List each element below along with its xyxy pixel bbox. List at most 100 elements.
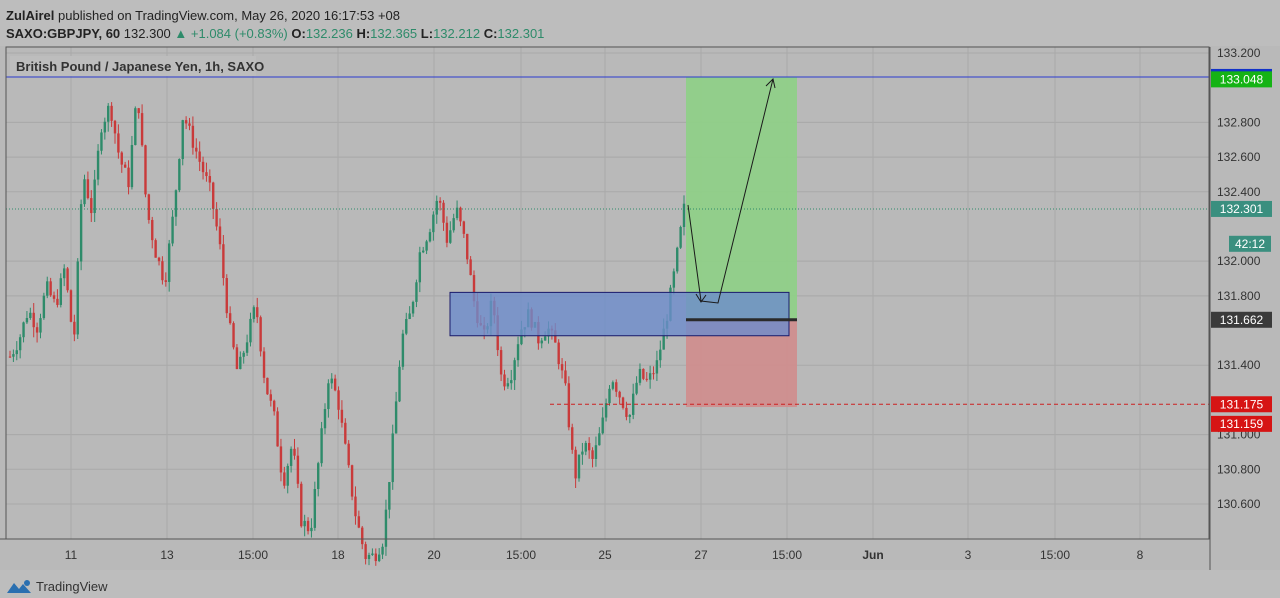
chart-title: British Pound / Japanese Yen, 1h, SAXO xyxy=(16,59,264,74)
candle-body xyxy=(252,307,256,319)
candle-body xyxy=(117,133,120,153)
candle-body xyxy=(394,401,398,434)
candle-body xyxy=(405,318,408,334)
candle-body xyxy=(222,244,225,279)
candle-body xyxy=(567,383,571,428)
price-label: 131.175 xyxy=(1220,397,1264,411)
candle-body xyxy=(198,151,201,162)
candle-body xyxy=(621,397,625,408)
candle-body xyxy=(69,290,73,322)
zone-box xyxy=(449,291,790,337)
candle-body xyxy=(564,370,567,384)
candle-body xyxy=(181,120,184,160)
candle-body xyxy=(123,164,127,168)
candle-body xyxy=(154,240,157,258)
candle-body xyxy=(215,208,218,227)
candle-body xyxy=(303,520,306,527)
candle-body xyxy=(228,313,232,324)
overlays xyxy=(6,76,1209,405)
candle-body xyxy=(455,207,459,219)
candle-body xyxy=(249,318,252,343)
candle-body xyxy=(499,350,503,375)
price-chart[interactable]: British Pound / Japanese Yen, 1h, SAXO 1… xyxy=(0,0,1280,570)
candle-body xyxy=(130,145,134,188)
price-label-bg xyxy=(1211,415,1272,432)
price-axis[interactable]: 133.200 132.800 132.600 132.400 132.000 131.8… xyxy=(1217,46,1261,511)
candle-body xyxy=(276,411,279,447)
candle-body xyxy=(408,313,411,319)
candle-body xyxy=(506,383,510,387)
candle-body xyxy=(127,167,130,188)
candle-body xyxy=(29,312,32,319)
candle-body xyxy=(171,216,174,244)
price-label-bg xyxy=(1211,200,1272,217)
footer: TradingView xyxy=(0,570,1280,598)
candle-body xyxy=(225,278,228,314)
candle-body xyxy=(103,121,107,133)
candle-body xyxy=(344,422,347,444)
candle-body xyxy=(391,433,394,483)
candle-body xyxy=(56,298,59,305)
candle-body xyxy=(195,147,198,152)
candle-body xyxy=(574,449,577,479)
candle-body xyxy=(462,221,466,234)
candle-body xyxy=(320,428,323,464)
candle-body xyxy=(361,527,364,545)
candle-body xyxy=(52,295,56,299)
candle-body xyxy=(239,356,242,370)
candle-body xyxy=(340,409,344,423)
candle-body xyxy=(18,337,22,351)
candle-body xyxy=(628,414,632,417)
candle-body xyxy=(46,281,49,296)
high-value: 132.365 xyxy=(370,26,418,41)
price-label-bg xyxy=(1211,311,1272,328)
candle-body xyxy=(76,261,79,335)
open-value: 132.236 xyxy=(305,26,353,41)
candle-body xyxy=(604,403,608,418)
candle-body xyxy=(107,105,110,122)
candle-body xyxy=(438,200,442,203)
published-text: published on TradingView.com, May 26, 20… xyxy=(58,8,401,23)
candle-body xyxy=(469,259,472,276)
candle-body xyxy=(272,400,276,412)
time-axis[interactable]: 11 13 15:00 18 20 15:00 25 27 15:00 Jun 3 15:00 8 xyxy=(65,548,1144,562)
candle-body xyxy=(167,243,171,282)
candle-body xyxy=(615,382,618,392)
candle-body xyxy=(371,553,374,555)
x-tick-label: 15:00 xyxy=(506,548,536,562)
x-tick-label: 11 xyxy=(65,548,78,562)
candle-body xyxy=(12,354,15,357)
tradingview-brand[interactable]: TradingView xyxy=(6,578,108,594)
candle-body xyxy=(300,483,303,527)
candle-body xyxy=(218,226,222,245)
x-tick-label: 8 xyxy=(1137,548,1144,562)
candle-body xyxy=(178,159,181,191)
candle-body xyxy=(15,350,18,355)
candle-body xyxy=(591,450,594,459)
candle-body xyxy=(377,554,381,562)
x-tick-label: 3 xyxy=(965,548,972,562)
author-name[interactable]: ZulAirel xyxy=(6,8,55,23)
candle-body xyxy=(560,364,564,371)
candle-body xyxy=(191,125,195,148)
candle-body xyxy=(79,204,83,262)
candle-body xyxy=(598,433,601,446)
candle-body xyxy=(62,268,66,279)
candle-body xyxy=(503,374,506,387)
x-tick-label: 18 xyxy=(331,548,345,562)
candle-body xyxy=(422,250,425,253)
candle-body xyxy=(648,373,652,380)
candle-body xyxy=(39,318,42,333)
publish-info: ZulAirel published on TradingView.com, M… xyxy=(6,8,400,23)
candle-body xyxy=(161,261,164,281)
x-tick-label: Jun xyxy=(862,548,883,562)
candle-body xyxy=(676,247,679,272)
candle-body xyxy=(513,360,516,381)
candle-body xyxy=(208,176,212,183)
candle-body xyxy=(120,152,123,165)
candle-body xyxy=(557,342,560,365)
candle-body xyxy=(327,383,330,410)
candle-body xyxy=(283,472,286,486)
candle-body xyxy=(645,378,648,380)
y-tick-label: 133.200 xyxy=(1217,46,1261,60)
